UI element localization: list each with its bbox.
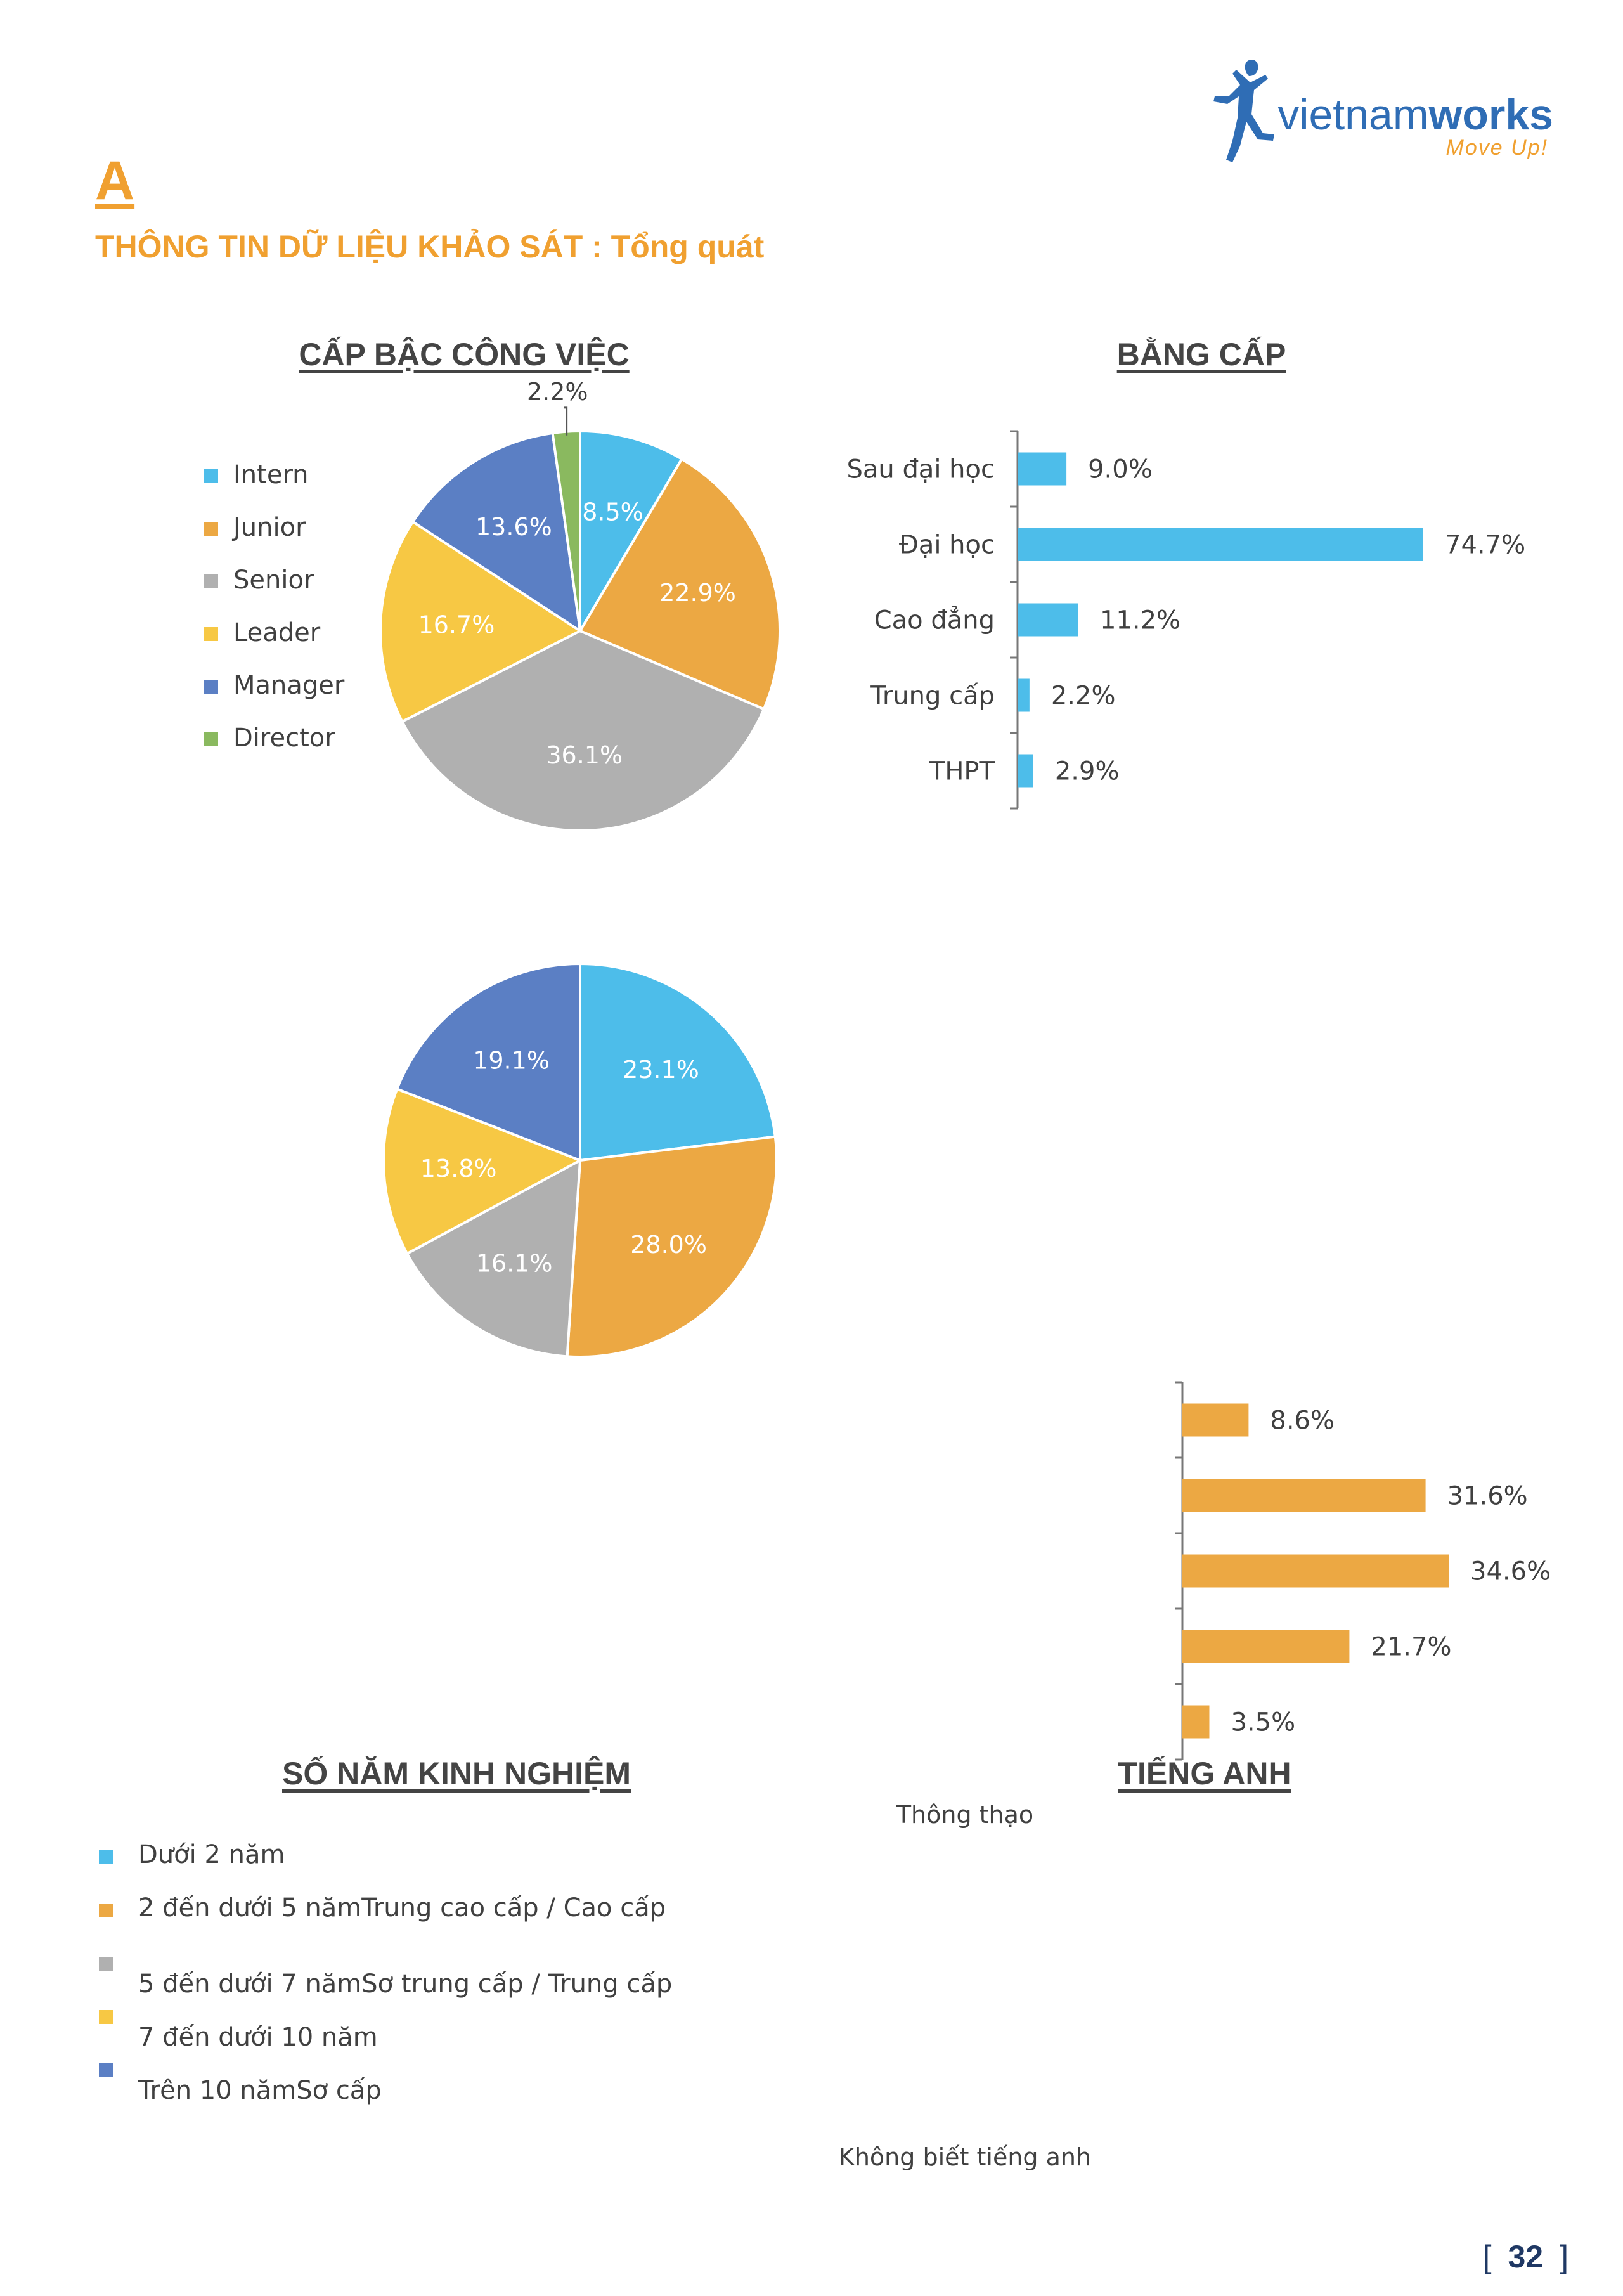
pie-chart-so-nam: 23.1% 28.0% 16.1% 13.8% 19.1% bbox=[382, 962, 778, 1358]
bar bbox=[1018, 754, 1033, 788]
pie-data-label: 13.8% bbox=[420, 1155, 497, 1183]
legend-label: Senior bbox=[233, 566, 314, 595]
bar bbox=[1182, 1403, 1249, 1437]
legend-label: Director bbox=[233, 723, 335, 753]
bar bbox=[1018, 678, 1030, 712]
logo bbox=[1205, 57, 1560, 171]
pie-data-label: 36.1% bbox=[546, 741, 623, 769]
pie-data-label: 22.9% bbox=[659, 579, 736, 607]
page-number: [32] bbox=[1483, 2238, 1568, 2275]
bar bbox=[1018, 603, 1078, 637]
page-number-value: 32 bbox=[1508, 2239, 1544, 2274]
legend-swatch bbox=[99, 1957, 113, 1971]
pie-data-label: 13.6% bbox=[475, 513, 552, 541]
bar bbox=[1018, 528, 1423, 561]
legend-label: 2 đến dưới 5 nămTrung cao cấp / Cao cấp bbox=[138, 1893, 666, 1923]
pie-data-label: 23.1% bbox=[623, 1056, 699, 1084]
bar-data-label: 8.6% bbox=[1270, 1406, 1335, 1436]
pie-slice bbox=[566, 1135, 778, 1358]
logo-tagline: Move Up! bbox=[1445, 136, 1548, 160]
section-title: THÔNG TIN DỮ LIỆU KHẢO SÁT : Tổng quát bbox=[95, 229, 765, 264]
pie-data-label: 19.1% bbox=[473, 1046, 550, 1074]
bar-data-label: 11.2% bbox=[1100, 606, 1180, 635]
bar-category-label: THPT bbox=[929, 757, 995, 786]
pie-slice bbox=[578, 457, 781, 711]
legend-swatch bbox=[204, 680, 218, 694]
pie-chart-cap-bac: 8.5% 22.9% 36.1% 16.7% 13.6% 2.2% bbox=[379, 380, 781, 832]
legend-swatch bbox=[99, 1904, 113, 1917]
legend-label: Junior bbox=[233, 513, 306, 542]
legend-swatch bbox=[99, 2010, 113, 2024]
legend-swatch bbox=[204, 469, 218, 483]
bar-data-label: 74.7% bbox=[1445, 531, 1525, 560]
chart-title-bang-cap: BẰNG CẤP bbox=[1116, 337, 1286, 372]
bar bbox=[1182, 1479, 1426, 1512]
legend-label: 7 đến dưới 10 năm bbox=[138, 2023, 378, 2052]
pie-slice bbox=[405, 1158, 582, 1358]
page-bracket-open: [ bbox=[1482, 2239, 1492, 2274]
legend-so-nam: Dưới 2 năm 2 đến dưới 5 nămTrung cao cấp… bbox=[99, 1840, 733, 2105]
legend-swatch bbox=[99, 1850, 113, 1864]
chart-title-tieng-anh: TIẾNG ANH bbox=[1118, 1756, 1291, 1791]
legend-swatch bbox=[99, 2063, 113, 2077]
pie-slice bbox=[382, 1087, 583, 1255]
chart-title-cap-bac: CẤP BẬC CÔNG VIỆC bbox=[299, 337, 630, 372]
bar-category-label: Cao đẳng bbox=[874, 606, 995, 635]
runner-icon bbox=[1213, 60, 1274, 162]
pie-data-label: 8.5% bbox=[582, 498, 643, 526]
logo-name-part2: works bbox=[1428, 91, 1553, 139]
pie-data-label: 16.7% bbox=[418, 611, 495, 639]
bar-data-label: 2.9% bbox=[1055, 757, 1120, 786]
page-bracket-close: ] bbox=[1560, 2239, 1568, 2274]
bar-data-label: 21.7% bbox=[1371, 1633, 1451, 1662]
bar-category-label: Đại học bbox=[899, 531, 995, 560]
legend-swatch bbox=[204, 627, 218, 641]
pie-data-label: 28.0% bbox=[630, 1231, 707, 1259]
legend-label: 5 đến dưới 7 nămSơ trung cấp / Trung cấp bbox=[138, 1969, 673, 1999]
section-letter: A bbox=[95, 150, 135, 211]
bar-chart-bang-cap: 9.0% Sau đại học 74.7% Đại học 11.2% Cao đẳng… bbox=[846, 430, 1525, 810]
logo-text: vietnamworks bbox=[1277, 90, 1553, 139]
pie-data-label: 2.2% bbox=[527, 380, 588, 406]
pie-slice bbox=[579, 429, 684, 636]
pie-slice bbox=[579, 962, 777, 1162]
bar-data-label: 31.6% bbox=[1447, 1482, 1528, 1511]
pie-slice bbox=[395, 962, 581, 1162]
legend-label: Dưới 2 năm bbox=[138, 1840, 285, 1869]
pie-slice bbox=[411, 431, 582, 634]
bar-data-label: 9.0% bbox=[1088, 455, 1153, 484]
label-thong-thao: Thông thạo bbox=[896, 1801, 1034, 1829]
legend-label: Intern bbox=[233, 460, 309, 490]
bar-data-label: 34.6% bbox=[1470, 1557, 1551, 1586]
bar-category-label: Trung cấp bbox=[870, 682, 995, 711]
pie-data-label: 16.1% bbox=[476, 1250, 553, 1278]
legend-label: Leader bbox=[233, 618, 321, 647]
bar bbox=[1182, 1705, 1210, 1739]
bar-category-label: Sau đại học bbox=[846, 455, 995, 484]
bar-data-label: 3.5% bbox=[1231, 1708, 1295, 1737]
legend-swatch bbox=[204, 732, 218, 746]
bar bbox=[1182, 1630, 1350, 1663]
chart-title-so-nam: SỐ NĂM KINH NGHIỆM bbox=[282, 1756, 631, 1791]
pie-slice bbox=[379, 520, 583, 723]
logo-name-part1: vietnam bbox=[1277, 91, 1429, 139]
label-khong-biet: Không biết tiếng anh bbox=[838, 2143, 1092, 2171]
pie-slice bbox=[400, 629, 766, 832]
bar bbox=[1018, 452, 1067, 486]
legend-swatch bbox=[204, 522, 218, 536]
bar-data-label: 2.2% bbox=[1051, 682, 1116, 711]
bar bbox=[1182, 1554, 1449, 1588]
leader-line bbox=[564, 406, 568, 436]
legend-label: Trên 10 nămSơ cấp bbox=[138, 2076, 382, 2105]
legend-label: Manager bbox=[233, 671, 345, 700]
bar-chart-tieng-anh: 8.6% 31.6% 34.6% 21.7% 3.5% bbox=[1175, 1381, 1551, 1761]
legend-cap-bac: Intern Junior Senior Leader Manager Dire… bbox=[204, 460, 394, 753]
legend-swatch bbox=[204, 574, 218, 588]
